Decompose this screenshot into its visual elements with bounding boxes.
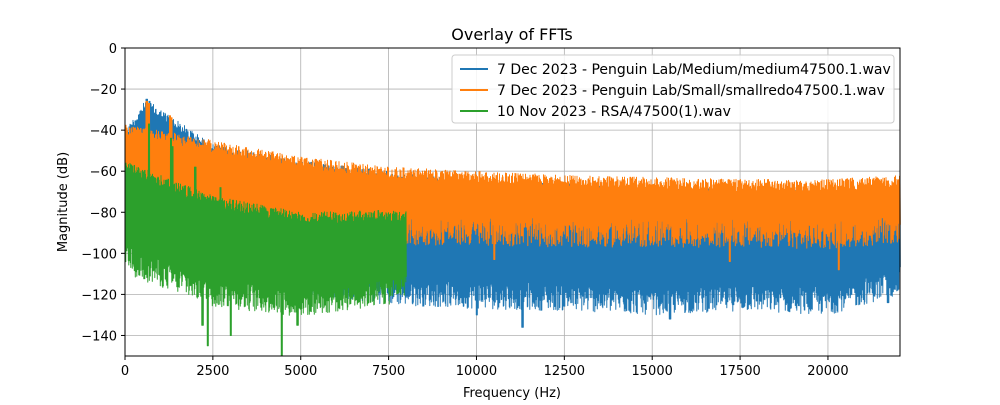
axes	[124, 47, 901, 357]
y-axis-label: Magnitude (dB)	[56, 152, 71, 252]
y-tick-label: −80	[90, 206, 117, 221]
chart-title: Overlay of FFTs	[451, 25, 572, 44]
x-tick-label: 10000	[456, 364, 497, 379]
x-tick-label: 12500	[544, 364, 585, 379]
x-tick-label: 2500	[196, 364, 229, 379]
y-tick-label: −120	[81, 288, 117, 303]
x-tick-label: 20000	[807, 364, 848, 379]
y-tick-label: −60	[90, 165, 117, 180]
ticks: 0 2500 5000 7500 10000 12500 15000 17500 20000 0 −…	[81, 42, 848, 379]
y-tick-label: −140	[81, 329, 117, 344]
y-tick-label: 0	[109, 42, 117, 57]
series-line-3	[124, 123, 407, 357]
axes-frame	[124, 47, 901, 357]
y-tick-label: −20	[90, 83, 117, 98]
y-tick-label: −40	[90, 124, 117, 139]
x-axis-label: Frequency (Hz)	[463, 386, 561, 400]
x-tick-label: 0	[121, 364, 129, 379]
traces	[124, 98, 901, 357]
x-tick-label: 17500	[719, 364, 760, 379]
legend-label-1: 7 Dec 2023 - Penguin Lab/Medium/medium47…	[497, 62, 891, 78]
legend-label-2: 7 Dec 2023 - Penguin Lab/Small/smallredo…	[497, 83, 885, 99]
x-tick-label: 15000	[632, 364, 673, 379]
x-tick-label: 7500	[372, 364, 405, 379]
legend: 7 Dec 2023 - Penguin Lab/Medium/medium47…	[451, 54, 895, 124]
y-tick-label: −100	[81, 247, 117, 262]
x-tick-label: 5000	[284, 364, 317, 379]
legend-box	[451, 54, 895, 124]
legend-label-3: 10 Nov 2023 - RSA/47500(1).wav	[497, 104, 731, 120]
